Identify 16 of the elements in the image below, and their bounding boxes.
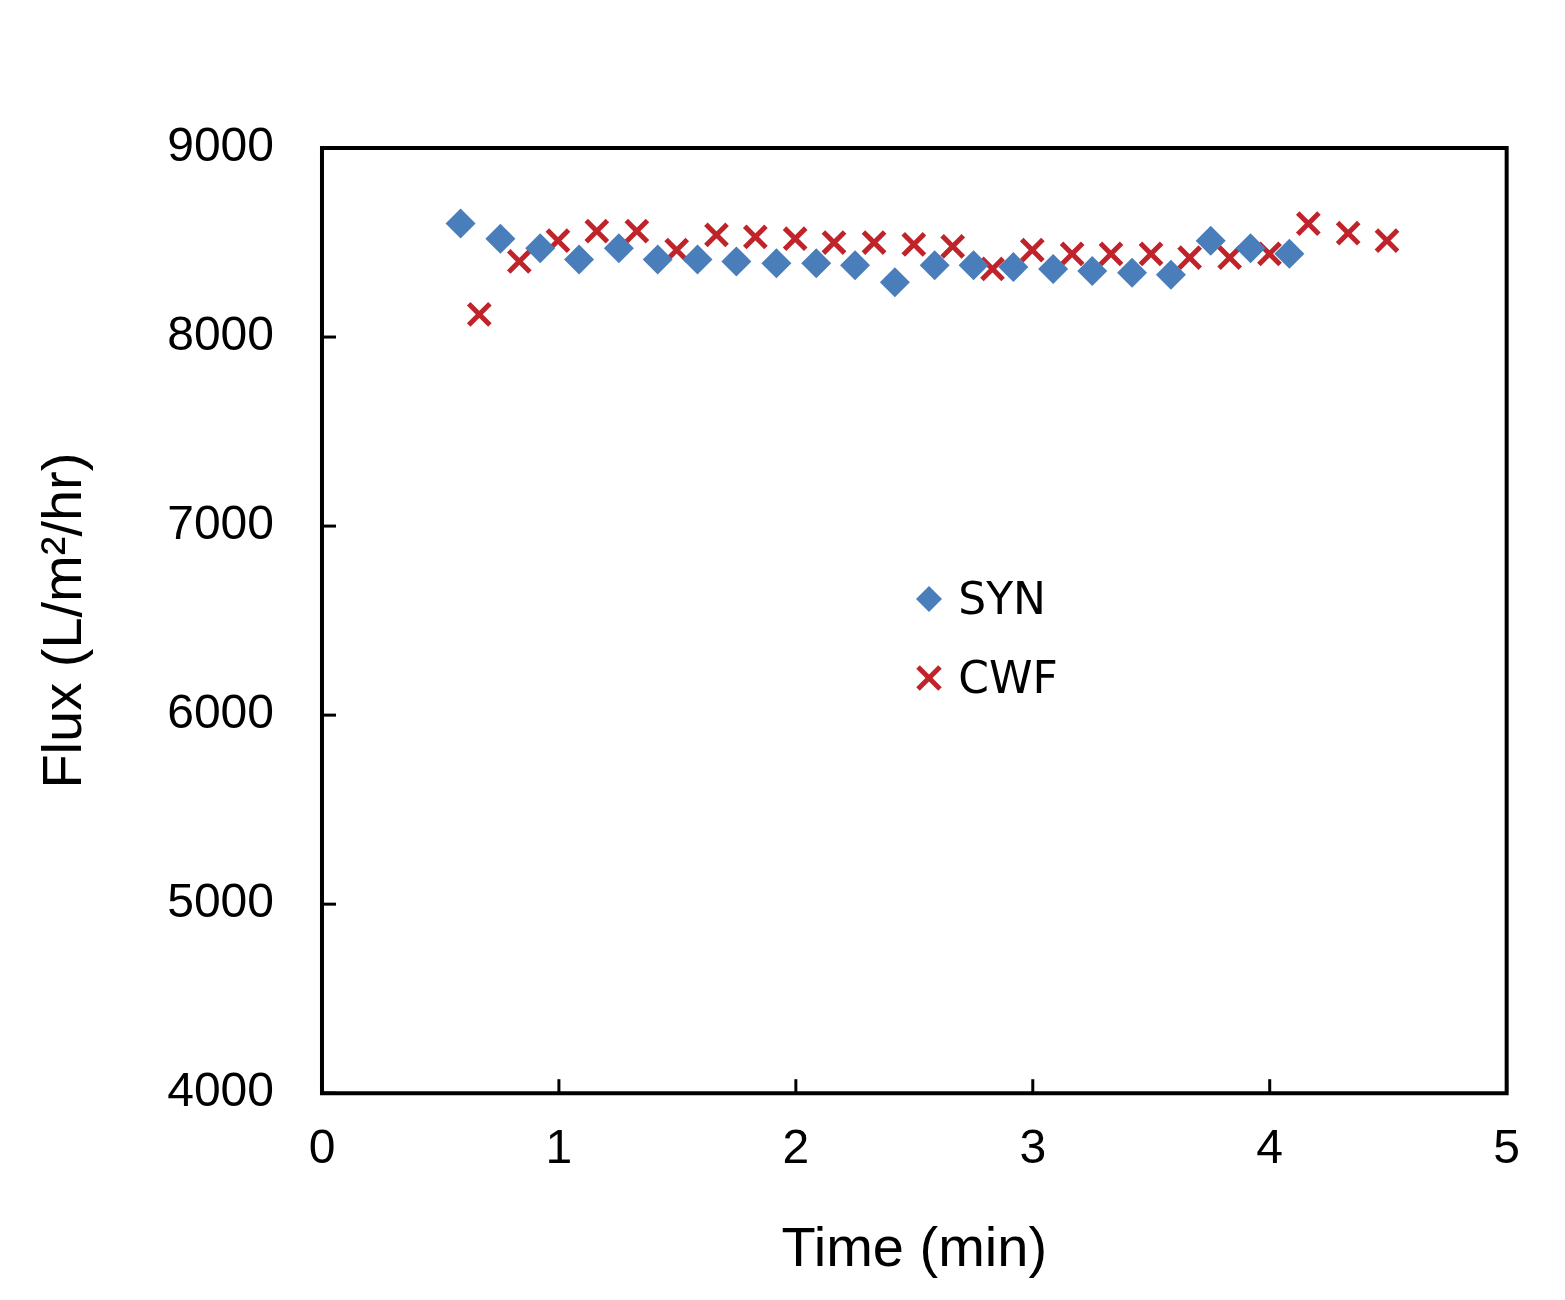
x-tick-label: 4 [1256, 1120, 1284, 1174]
y-tick-label: 6000 [167, 685, 274, 739]
y-tick-label: 5000 [167, 874, 274, 928]
x-tick-label: 2 [782, 1120, 810, 1174]
x-axis-title: Time (min) [781, 1214, 1048, 1278]
legend-label: CWF [958, 652, 1058, 704]
legend-label: SYN [958, 573, 1047, 625]
y-axis-title: Flux (L/m²/hr) [30, 452, 94, 789]
y-tick-label: 9000 [167, 118, 274, 172]
x-tick-label: 1 [545, 1120, 573, 1174]
x-tick-label: 0 [308, 1120, 336, 1174]
x-tick-label: 5 [1493, 1120, 1520, 1174]
x-tick-label: 3 [1019, 1120, 1047, 1174]
y-tick-label: 7000 [167, 496, 274, 550]
y-tick-label: 8000 [167, 307, 274, 361]
y-tick-label: 4000 [167, 1063, 274, 1117]
